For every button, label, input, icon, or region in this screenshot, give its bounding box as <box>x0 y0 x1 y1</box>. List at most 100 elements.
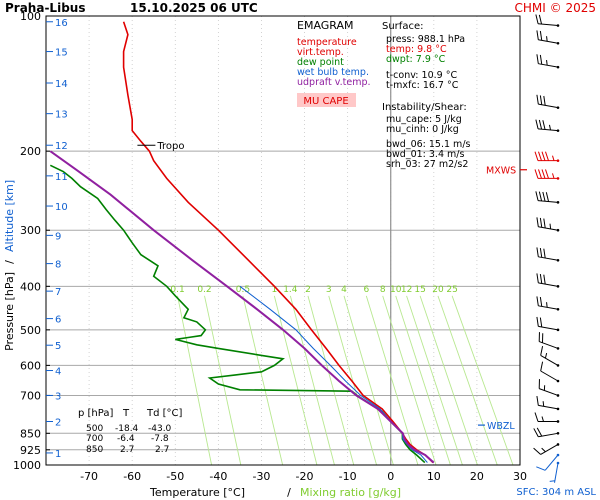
mixing-ratio-group <box>177 295 514 465</box>
wind-barb-staff <box>544 454 559 471</box>
wind-barb-base <box>556 328 560 332</box>
mixing-ratio-label: 1 <box>271 285 277 295</box>
wind-barb-base <box>556 461 560 465</box>
mixing-ratio-line <box>307 295 355 465</box>
wind-barb-half-flag <box>542 401 545 407</box>
wind-barb <box>534 169 560 180</box>
bwd06-value: bwd_06: 15.1 m/s <box>386 139 471 150</box>
legend-wet-bulb: wet bulb temp. <box>297 67 369 78</box>
pressure-tick-label: 1000 <box>13 459 41 472</box>
mixing-ratio-lines: 0.1 0.2 0.5 1 1.4 2 3 4 6 8 10 12 15 20 25 <box>170 285 514 465</box>
legend-dew-point: dew point <box>297 57 344 68</box>
wind-barb-base <box>556 228 560 232</box>
table-cell: -43.0 <box>148 424 172 434</box>
wind-barb-flag <box>538 191 543 202</box>
altitude-tick-label: 15 <box>55 48 68 59</box>
mixing-ratio-line <box>382 295 437 465</box>
temperature-tick-label: -30 <box>252 470 270 483</box>
wind-barb-base <box>556 407 560 411</box>
mixing-ratio-label: 2 <box>305 285 311 295</box>
wind-barb-base <box>556 432 560 435</box>
wind-barb <box>535 119 560 132</box>
wind-barb-staff <box>540 444 559 455</box>
credit-text: CHMI © 2025 <box>515 1 596 15</box>
wind-barb-flag <box>534 151 539 161</box>
temperature-tick-label: 20 <box>470 470 484 483</box>
wind-barb-flag <box>536 316 539 327</box>
wind-barb-flag <box>534 412 539 422</box>
legend-updraft: udpraft v.temp. <box>297 77 371 88</box>
level-table: p [hPa] T Td [°C] 500 -18.4 -43.0 700 -6… <box>78 408 183 455</box>
mixing-ratio-line <box>437 295 498 465</box>
wind-barb-flag <box>539 217 543 228</box>
tmxfc-value: t-mxfc: 16.7 °C <box>386 80 459 91</box>
wind-barb-flag <box>536 273 539 283</box>
table-cell: 700 <box>86 434 103 444</box>
wind-barb-flag <box>536 427 543 437</box>
temperature-tick-label: -10 <box>339 470 357 483</box>
wind-barb-flag <box>533 428 539 438</box>
wind-barb-half-flag <box>541 447 546 453</box>
mixing-ratio-line <box>177 295 213 465</box>
temperature-tick-label: -60 <box>123 470 141 483</box>
surface-elevation-label: SFC: 304 m ASL <box>516 487 596 498</box>
surface-title: Surface: <box>382 21 423 32</box>
wind-barb-flag <box>539 30 543 41</box>
wind-barb-flag <box>540 345 544 356</box>
wind-barb <box>534 412 560 423</box>
wind-barb-flag <box>535 191 539 201</box>
mixing-ratio-line <box>273 295 318 465</box>
mu-cinh-value: mu_cinh: 0 J/kg <box>386 124 459 135</box>
table-header-t: T <box>122 408 130 419</box>
wind-barb-half-flag <box>548 124 552 131</box>
surface-dewpoint: dwpt: 7.9 °C <box>386 54 446 65</box>
mixing-ratio-label: 3 <box>326 285 332 295</box>
mu-cape-label: MU CAPE <box>303 96 348 107</box>
mixing-ratio-line <box>406 295 463 465</box>
mixing-ratio-label: 4 <box>341 285 347 295</box>
wind-barb <box>536 217 560 232</box>
altitude-tick-label: 11 <box>55 172 68 183</box>
wind-barb-half-flag <box>541 416 544 422</box>
altitude-tick-label: 8 <box>55 260 61 271</box>
wind-barb <box>535 191 560 204</box>
wind-barb-flag <box>545 169 549 179</box>
grid-layer <box>46 16 521 465</box>
altitude-tick-label: 1 <box>55 449 61 460</box>
wind-barb-flag <box>535 14 539 24</box>
mixing-ratio-line <box>204 295 242 465</box>
wind-barb-flag <box>539 274 543 284</box>
wind-barb-flag <box>536 296 539 306</box>
y-axis-title-group: Pressure [hPa] / Altitude [km] <box>3 180 16 351</box>
wind-barb-flag <box>534 169 539 179</box>
profile-series: Tropo <box>49 21 435 464</box>
x-axis-title-temperature: Temperature [°C] <box>149 486 245 499</box>
table-cell: -18.4 <box>115 424 139 434</box>
wind-barb-staff <box>540 354 559 366</box>
wind-barb-half-flag <box>546 36 548 42</box>
wind-barb-flag <box>543 248 546 259</box>
surface-temp: temp: 9.8 °C <box>386 44 447 55</box>
wind-barb <box>534 151 560 162</box>
altitude-tick-label: 9 <box>55 231 61 242</box>
altitude-tick-label: 12 <box>55 141 68 152</box>
temperature-tick-label: 30 <box>513 470 527 483</box>
wind-barb-flag <box>545 192 550 202</box>
y-axis-title-pressure: Pressure [hPa] <box>3 272 16 351</box>
wind-barb-base <box>556 347 560 350</box>
wind-barb-flag <box>536 30 539 40</box>
mixing-ratio-line <box>451 295 514 465</box>
wind-barb-base <box>556 129 560 132</box>
wind-barb-base <box>556 159 560 162</box>
legend-temperature: temperature <box>297 37 357 48</box>
mixing-ratio-line <box>242 295 284 465</box>
y-axis-title-altitude: Altitude [km] <box>3 180 16 252</box>
altitude-tick-label: 2 <box>55 417 61 428</box>
legend-box: EMAGRAM temperature virt.temp. dew point… <box>297 19 371 107</box>
series-group <box>49 21 435 464</box>
mixing-ratio-label: 12 <box>401 285 412 295</box>
wind-barb-base <box>556 201 560 204</box>
wind-barb <box>536 54 560 69</box>
wind-barb-flag <box>542 120 546 130</box>
